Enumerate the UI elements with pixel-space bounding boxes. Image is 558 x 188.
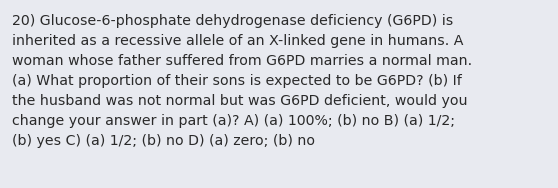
Text: 20) Glucose-6-phosphate dehydrogenase deficiency (G6PD) is
inherited as a recess: 20) Glucose-6-phosphate dehydrogenase de…	[12, 14, 472, 148]
